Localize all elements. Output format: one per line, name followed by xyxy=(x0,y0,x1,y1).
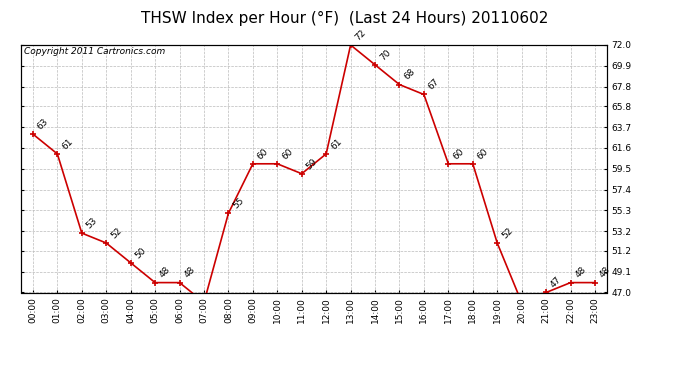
Text: 60: 60 xyxy=(451,147,466,161)
Text: 67: 67 xyxy=(426,77,441,92)
Text: 48: 48 xyxy=(158,266,172,280)
Text: 53: 53 xyxy=(85,216,99,230)
Text: 61: 61 xyxy=(60,136,75,151)
Text: 52: 52 xyxy=(109,226,124,240)
Text: 48: 48 xyxy=(598,266,612,280)
Text: 60: 60 xyxy=(475,147,490,161)
Text: 47: 47 xyxy=(549,275,563,290)
Text: 60: 60 xyxy=(255,147,270,161)
Text: Copyright 2011 Cartronics.com: Copyright 2011 Cartronics.com xyxy=(23,48,165,57)
Text: 70: 70 xyxy=(378,48,393,62)
Text: 68: 68 xyxy=(402,68,417,82)
Text: 63: 63 xyxy=(36,117,50,131)
Text: 46: 46 xyxy=(0,374,1,375)
Text: 48: 48 xyxy=(182,266,197,280)
Text: 61: 61 xyxy=(329,136,344,151)
Text: 50: 50 xyxy=(133,246,148,260)
Text: 52: 52 xyxy=(500,226,515,240)
Text: 55: 55 xyxy=(231,196,246,210)
Text: 59: 59 xyxy=(304,156,319,171)
Text: 72: 72 xyxy=(353,28,368,42)
Text: 48: 48 xyxy=(573,266,588,280)
Text: THSW Index per Hour (°F)  (Last 24 Hours) 20110602: THSW Index per Hour (°F) (Last 24 Hours)… xyxy=(141,11,549,26)
Text: 46: 46 xyxy=(0,374,1,375)
Text: 60: 60 xyxy=(280,147,295,161)
